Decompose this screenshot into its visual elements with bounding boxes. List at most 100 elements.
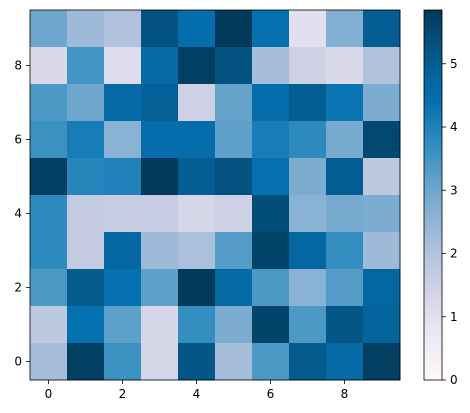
heatmap-cell <box>30 47 68 85</box>
heatmap-cell <box>215 195 253 233</box>
heatmap-cell <box>67 269 105 307</box>
heatmap-cell <box>363 10 401 48</box>
heatmap-cell <box>215 158 253 196</box>
heatmap-cell <box>289 10 327 48</box>
heatmap-cell <box>326 10 364 48</box>
heatmap-cell <box>141 121 179 159</box>
heatmap-cell <box>104 121 142 159</box>
heatmap-cell <box>363 158 401 196</box>
colorbar <box>423 9 443 381</box>
heatmap-cell <box>215 269 253 307</box>
colorbar-tick-label: 1 <box>450 310 458 324</box>
heatmap-cell <box>67 121 105 159</box>
heatmap-cell <box>30 269 68 307</box>
heatmap-cell <box>67 306 105 344</box>
heatmap-cell <box>252 195 290 233</box>
y-tick-label: 8 <box>14 59 22 73</box>
heatmap-cell <box>215 47 253 85</box>
heatmap-cell <box>141 343 179 381</box>
x-tick-label: 0 <box>45 387 53 401</box>
heatmap-cell <box>104 306 142 344</box>
heatmap-cell <box>104 10 142 48</box>
heatmap-cell <box>326 232 364 270</box>
heatmap-cell <box>252 269 290 307</box>
y-tick-label: 4 <box>14 207 22 221</box>
heatmap-cell <box>326 121 364 159</box>
heatmap-cell <box>104 84 142 122</box>
heatmap-cell <box>215 232 253 270</box>
heatmap-cell <box>178 84 216 122</box>
heatmap-cell <box>30 195 68 233</box>
heatmap-cell <box>363 195 401 233</box>
heatmap-cell <box>104 158 142 196</box>
x-tick-label: 2 <box>119 387 127 401</box>
heatmap-cell <box>252 47 290 85</box>
heatmap-cell <box>141 47 179 85</box>
heatmap-cell <box>30 84 68 122</box>
heatmap-cell <box>104 195 142 233</box>
heatmap-cell <box>67 47 105 85</box>
heatmap-cell <box>215 306 253 344</box>
heatmap-cell <box>363 232 401 270</box>
heatmap-cell <box>141 10 179 48</box>
heatmap-cell <box>141 195 179 233</box>
colorbar-tick-label: 5 <box>450 57 458 71</box>
heatmap-cell <box>67 10 105 48</box>
heatmap-cell <box>326 84 364 122</box>
heatmap-cell <box>215 84 253 122</box>
heatmap-cell <box>326 158 364 196</box>
colorbar-axis: 0 1 2 3 4 5 <box>442 57 458 387</box>
heatmap-cell <box>289 306 327 344</box>
heatmap-cell <box>104 232 142 270</box>
heatmap-cell <box>30 10 68 48</box>
heatmap-cell <box>326 306 364 344</box>
heatmap-cell <box>363 121 401 159</box>
colorbar-tick-label: 4 <box>450 120 458 134</box>
heatmap-cell <box>363 306 401 344</box>
y-axis: 0 2 4 6 8 <box>14 59 30 369</box>
heatmap-cell <box>215 343 253 381</box>
heatmap-cell <box>289 195 327 233</box>
heatmap-cell <box>104 269 142 307</box>
heatmap-cell <box>289 121 327 159</box>
heatmap-cell <box>30 158 68 196</box>
heatmap-cell <box>67 343 105 381</box>
heatmap-cell <box>30 306 68 344</box>
heatmap-cell <box>178 158 216 196</box>
heatmap-cell <box>67 195 105 233</box>
heatmap-cell <box>104 47 142 85</box>
heatmap-cell <box>104 343 142 381</box>
heatmap-cell <box>289 158 327 196</box>
heatmap-cell <box>252 10 290 48</box>
heatmap-cell <box>30 343 68 381</box>
heatmap-cell <box>326 47 364 85</box>
heatmap-cell <box>326 343 364 381</box>
heatmap-cell <box>67 232 105 270</box>
heatmap-cell <box>363 84 401 122</box>
heatmap-cell <box>289 47 327 85</box>
heatmap-cell <box>252 306 290 344</box>
heatmap-cell <box>326 269 364 307</box>
heatmap-cell <box>178 10 216 48</box>
heatmap-cell <box>363 269 401 307</box>
x-tick-label: 6 <box>267 387 275 401</box>
heatmap-cell <box>363 47 401 85</box>
heatmap-cell <box>178 195 216 233</box>
heatmap-cell <box>289 343 327 381</box>
heatmap-cell <box>215 10 253 48</box>
colorbar-tick-label: 0 <box>450 373 458 387</box>
colorbar-tick-label: 2 <box>450 247 458 261</box>
heatmap-cell <box>141 232 179 270</box>
y-tick-label: 6 <box>14 133 22 147</box>
heatmap-frame <box>29 9 401 381</box>
heatmap-cell <box>141 84 179 122</box>
heatmap-cells <box>30 10 401 381</box>
heatmap-cell <box>289 232 327 270</box>
heatmap-cell <box>252 84 290 122</box>
heatmap-cell <box>67 84 105 122</box>
heatmap-cell <box>178 121 216 159</box>
heatmap-cell <box>141 306 179 344</box>
y-tick-label: 2 <box>14 281 22 295</box>
heatmap-cell <box>178 343 216 381</box>
